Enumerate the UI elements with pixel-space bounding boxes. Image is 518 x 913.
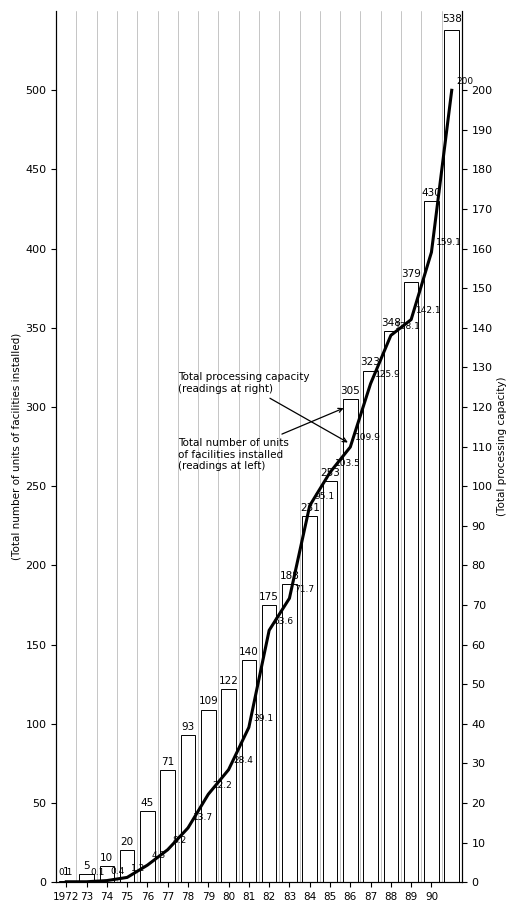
Bar [79, 875, 94, 882]
Text: 8.2: 8.2 [172, 836, 186, 845]
Bar [140, 811, 155, 882]
Text: 538: 538 [442, 14, 462, 24]
Text: 200: 200 [456, 77, 473, 86]
Text: 231: 231 [300, 503, 320, 513]
Text: 28.4: 28.4 [233, 756, 253, 765]
Text: 45: 45 [141, 798, 154, 808]
Text: 430: 430 [422, 188, 441, 198]
Text: 63.6: 63.6 [274, 616, 294, 625]
Text: 71: 71 [161, 757, 175, 767]
Bar [241, 660, 256, 882]
Text: 159.1: 159.1 [436, 238, 462, 247]
Text: Total number of units
of facilities installed
(readings at left): Total number of units of facilities inst… [178, 408, 342, 471]
Y-axis label: (Total number of units of facilities installed): (Total number of units of facilities ins… [11, 333, 21, 561]
Text: 188: 188 [280, 572, 299, 582]
Text: 1.2: 1.2 [131, 864, 145, 873]
Text: 253: 253 [320, 468, 340, 478]
Bar [282, 584, 297, 882]
Bar [363, 371, 378, 882]
Text: 109: 109 [198, 697, 218, 707]
Text: 71.7: 71.7 [294, 584, 314, 593]
Bar [59, 880, 74, 882]
Text: 13.7: 13.7 [193, 813, 212, 822]
Text: 5: 5 [83, 861, 90, 871]
Text: 1: 1 [63, 867, 69, 877]
Bar [161, 770, 175, 882]
Text: 10: 10 [100, 853, 113, 863]
Text: 305: 305 [340, 386, 360, 396]
Text: 125.9: 125.9 [375, 370, 401, 379]
Text: 142.1: 142.1 [415, 306, 441, 315]
Text: 0.1: 0.1 [58, 868, 73, 877]
Bar [120, 851, 135, 882]
Bar [404, 282, 419, 882]
Text: 122: 122 [219, 676, 238, 686]
Text: 323: 323 [361, 358, 381, 367]
Text: 140: 140 [239, 647, 258, 657]
Bar [201, 709, 215, 882]
Text: 103.5: 103.5 [335, 458, 361, 467]
Text: 4.3: 4.3 [151, 852, 165, 860]
Text: 22.2: 22.2 [213, 781, 233, 790]
Text: 348: 348 [381, 318, 401, 328]
Bar [99, 866, 114, 882]
Bar [383, 331, 398, 882]
Text: 175: 175 [259, 592, 279, 602]
Bar [303, 517, 317, 882]
Text: Total processing capacity
(readings at right): Total processing capacity (readings at r… [178, 373, 347, 442]
Bar [343, 399, 357, 882]
Bar [444, 30, 459, 882]
Bar [181, 735, 195, 882]
Bar [221, 689, 236, 882]
Text: 138.1: 138.1 [395, 321, 421, 331]
Bar [262, 605, 277, 882]
Text: 0.1: 0.1 [90, 868, 105, 877]
Bar [424, 201, 439, 882]
Text: 39.1: 39.1 [253, 714, 274, 722]
Text: 93: 93 [181, 721, 195, 731]
Text: 95.1: 95.1 [314, 492, 334, 501]
Text: 0.4: 0.4 [110, 866, 125, 876]
Text: 109.9: 109.9 [355, 434, 381, 442]
Y-axis label: (Total processing capacity): (Total processing capacity) [497, 377, 507, 517]
Text: 20: 20 [121, 837, 134, 847]
Text: 379: 379 [401, 268, 421, 278]
Bar [323, 481, 337, 882]
